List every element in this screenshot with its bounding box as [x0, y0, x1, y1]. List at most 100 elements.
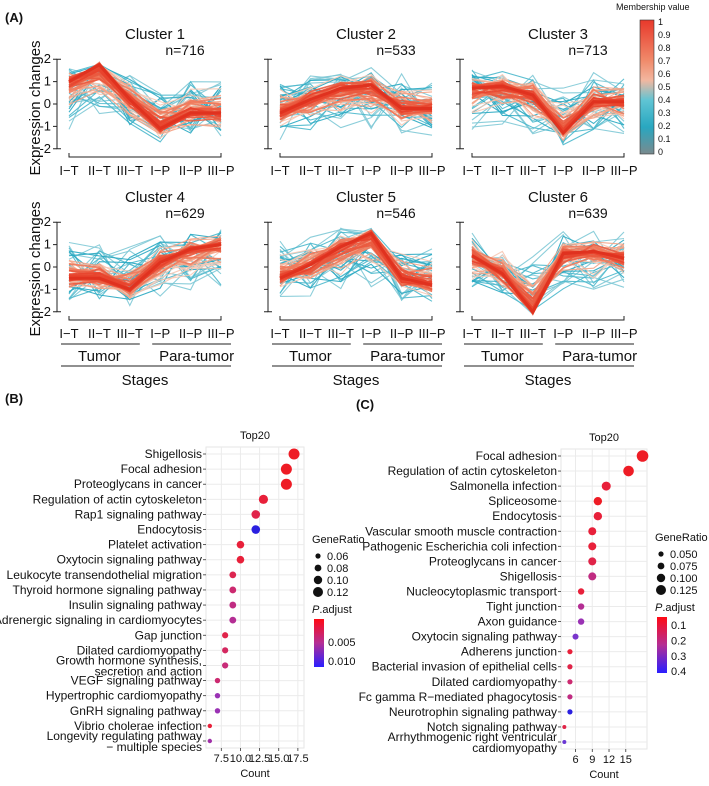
term-label: Dilated cardiomyopathy	[432, 675, 557, 689]
x-tick-label: III−P	[207, 326, 234, 341]
cluster-profile-line	[279, 229, 433, 296]
cluster-count: n=639	[568, 205, 608, 221]
cluster-panel: Expression changes Expression changes -2…	[27, 2, 690, 389]
enrichment-dot	[214, 677, 221, 684]
y-tick-label: 0	[44, 96, 51, 111]
term-label: Regulation of actin cytoskeleton	[388, 464, 557, 478]
x-tick-label: II−T	[491, 326, 514, 341]
y-tick-label: 1	[44, 237, 51, 252]
enrichment-dot	[567, 649, 573, 655]
x-axis	[279, 153, 433, 158]
term-label: Vascular smooth muscle contraction	[365, 524, 557, 538]
x-tick-label: III−T	[520, 326, 546, 341]
y-tick-label: -1	[39, 118, 51, 133]
term-label: Tight junction	[486, 600, 557, 614]
color-legend-label: 0.005	[328, 637, 356, 649]
color-legend-bar	[657, 617, 667, 673]
x-tick-label: II−P	[582, 326, 606, 341]
cluster-title: Cluster 4	[125, 189, 185, 206]
enrichment-dot	[577, 618, 585, 625]
y-tick-label: 0	[44, 259, 51, 274]
cluster-profile-line	[68, 78, 222, 119]
size-legend-label: 0.050	[670, 549, 698, 561]
cluster-profile-line	[68, 243, 222, 286]
enrichment-dot	[229, 586, 237, 594]
term-label: Pathogenic Escherichia coli infection	[362, 539, 557, 553]
x-tick-label: III−P	[418, 163, 445, 178]
term-label: Axon guidance	[478, 615, 558, 629]
cluster-profile-line	[279, 97, 433, 119]
plot-title: Top20	[589, 432, 619, 444]
term-label: Adrenergic signaling in cardiomyocytes	[0, 613, 202, 627]
membership-legend: Membership value 1 0.9 0.8 0.7 0.6 0.5 0.4 0.3 0…	[616, 2, 690, 157]
x-tick-label: II−T	[299, 163, 322, 178]
term-label: Oxytocin signaling pathway	[412, 630, 557, 644]
x-axis-title: Count	[589, 769, 618, 781]
size-legend-dot	[656, 573, 666, 583]
x-tick-label: 15.0	[268, 753, 289, 765]
x-axis	[279, 316, 433, 321]
x-tick-label: I−T	[59, 326, 78, 341]
membership-colorbar	[639, 19, 655, 155]
x-tick-label: II−P	[179, 326, 203, 341]
x-tick-label: 6	[572, 754, 578, 766]
membership-tick-label: 0.1	[658, 134, 671, 144]
x-axis	[471, 153, 625, 158]
color-legend-label: 0.3	[671, 651, 686, 663]
x-tick-label: I−P	[553, 326, 573, 341]
membership-tick-label: 0.9	[658, 30, 671, 40]
membership-tick-label: 0.8	[658, 43, 671, 53]
enrichment-dot	[288, 448, 300, 460]
plot-area	[205, 446, 305, 749]
panel-label-a: (A)	[5, 10, 23, 25]
cluster-plot: -2 -1 0 1 2 I−T II−T III−T I−P II−P III−P Cluster 1…	[39, 26, 234, 178]
cluster-profile-line	[68, 241, 222, 282]
enrichment-dot	[567, 709, 573, 715]
enrichment-dot	[623, 465, 634, 477]
term-label: Adherens junction	[461, 645, 557, 659]
cluster-center-line	[471, 84, 624, 136]
cluster-count: n=629	[165, 205, 205, 221]
enrichment-dot	[207, 723, 213, 729]
x-tick-label: I−T	[59, 163, 78, 178]
size-legend-label: 0.06	[327, 551, 348, 563]
cluster-title: Cluster 2	[336, 26, 396, 43]
term-label: Proteoglycans in cancer	[74, 477, 202, 491]
enrichment-dot	[562, 724, 567, 729]
size-legend-dot	[315, 553, 321, 559]
cluster-plot: I−T II−T III−T I−P II−P III−P Cluster 6n=639	[456, 189, 638, 341]
size-legend-label: 0.125	[670, 585, 698, 597]
enrichment-dot	[601, 481, 611, 491]
term-label: Shigellosis	[145, 447, 202, 461]
enrichment-dot	[588, 527, 597, 536]
cluster-profile-line	[471, 82, 625, 120]
enrichment-dot	[251, 510, 261, 519]
cluster-center-line	[471, 249, 625, 315]
group-label-tumor: Tumor	[481, 348, 524, 365]
cluster-plots: -2 -1 0 1 2 I−T II−T III−T I−P II−P III−P Cluster 1…	[39, 26, 637, 341]
cluster-center-line	[68, 62, 221, 131]
size-legend-dot	[313, 587, 323, 597]
size-legend-title: GeneRatio	[312, 534, 365, 546]
y-axis-label-row2: Expression changes	[27, 201, 44, 336]
size-legend-label: 0.08	[327, 563, 348, 575]
size-legend-label: 0.12	[327, 587, 348, 599]
term-label: Thyroid hormone signaling pathway	[13, 583, 202, 597]
enrichment-dot	[229, 601, 237, 609]
membership-tick-label: 0.6	[658, 69, 671, 79]
term-label: Endocytosis	[137, 523, 202, 537]
x-tick-label: III−T	[117, 163, 143, 178]
x-tick-label: 10.0	[230, 753, 251, 765]
term-label: Growth hormone synthesis, secretion and a…	[56, 653, 202, 678]
x-tick-label: II−T	[491, 163, 514, 178]
x-tick-label: II−T	[88, 326, 111, 341]
enrichment-dot	[588, 572, 597, 581]
term-label: Gap junction	[135, 628, 202, 642]
enrichment-dot	[251, 525, 261, 534]
enrichment-dot	[229, 616, 237, 624]
x-tick-label: I−P	[361, 163, 381, 178]
cluster-center-line	[69, 243, 222, 292]
term-label: Salmonella infection	[450, 479, 557, 493]
x-axis-title: Stages	[333, 372, 380, 389]
enrichment-dot	[214, 692, 221, 699]
